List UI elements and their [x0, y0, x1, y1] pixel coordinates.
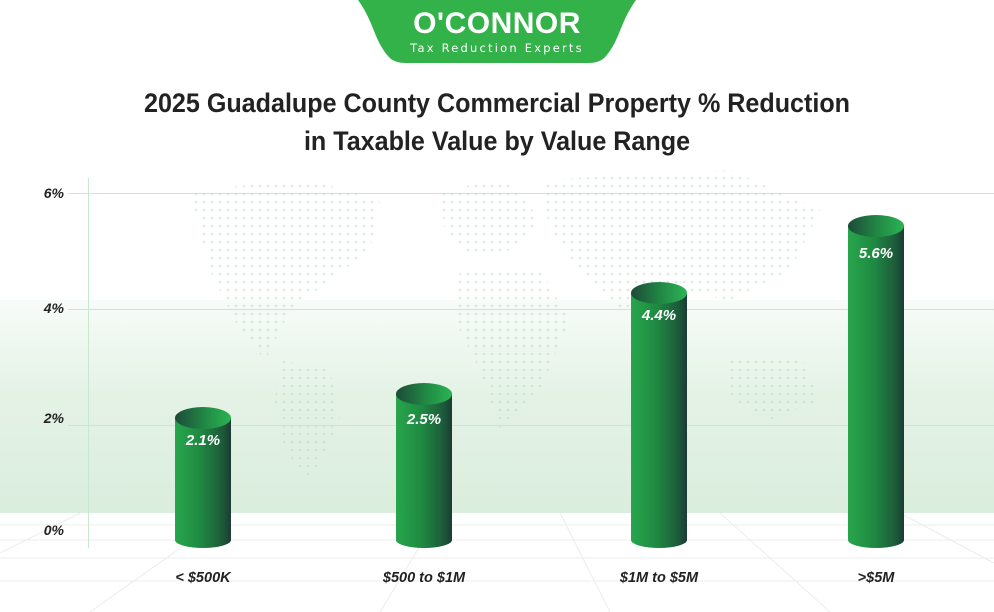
data-label: 2.1% [185, 432, 221, 449]
bar-cap [631, 282, 687, 304]
bar-body [175, 418, 231, 540]
x-tick-1m-to-5m: $1M to $5M [619, 570, 699, 586]
x-tick-under-500k: < $500K [175, 570, 231, 586]
x-tick-500-to-1m: $500 to $1M [382, 570, 466, 586]
y-tick-2: 2% [43, 410, 64, 426]
data-label: 2.5% [406, 411, 442, 428]
bar-body [848, 226, 904, 540]
bar-body [631, 293, 687, 540]
bar-base [631, 532, 687, 548]
bar-cap [175, 407, 231, 429]
bar-base [848, 532, 904, 548]
bar-base [175, 532, 231, 548]
bar-cap [848, 215, 904, 237]
chart-title-line-1: 2025 Guadalupe County Commercial Propert… [143, 88, 851, 118]
bar-cap [396, 383, 452, 405]
y-tick-0: 0% [43, 522, 64, 538]
y-tick-4: 4% [43, 300, 64, 316]
y-tick-6: 6% [43, 185, 64, 201]
perspective-floor [0, 513, 994, 612]
logo-tagline: Tax Reduction Experts [410, 41, 584, 55]
gridline-4 [68, 309, 994, 310]
chart-title: 2025 Guadalupe County Commercial Propert… [35, 84, 959, 160]
x-tick-over-5m: >$5M [857, 570, 895, 586]
data-label: 5.6% [858, 245, 894, 262]
logo-name: O'CONNOR [413, 7, 581, 40]
gridline-2 [68, 425, 994, 426]
bar-base [396, 532, 452, 548]
oconnor-logo: O'CONNOR Tax Reduction Experts [358, 0, 636, 64]
gridline-6 [68, 193, 994, 194]
chart-title-line-2: in Taxable Value by Value Range [303, 126, 691, 156]
world-map-dots-decoration [190, 170, 820, 480]
data-label: 4.4% [641, 307, 677, 324]
y-axis-line [88, 178, 89, 548]
bar-body [396, 394, 452, 540]
